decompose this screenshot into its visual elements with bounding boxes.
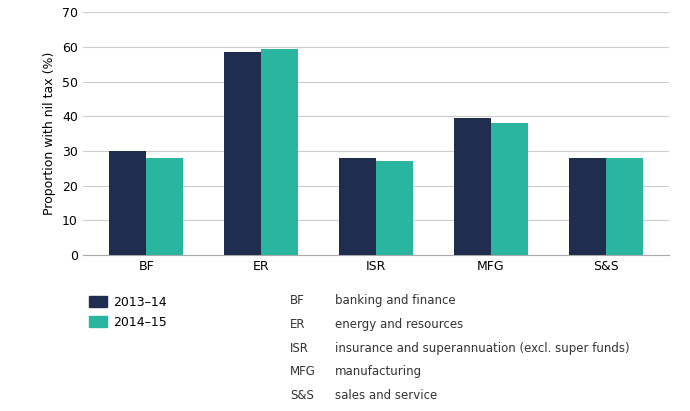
Text: ISR: ISR [290,342,308,355]
Text: BF: BF [290,294,304,307]
Text: manufacturing: manufacturing [335,365,422,379]
Text: insurance and superannuation (excl. super funds): insurance and superannuation (excl. supe… [335,342,629,355]
Legend: 2013–14, 2014–15: 2013–14, 2014–15 [89,296,166,329]
Bar [376,161,413,255]
Text: ER: ER [290,318,305,331]
Bar [606,158,642,255]
Y-axis label: Proportion with nil tax (%): Proportion with nil tax (%) [43,52,57,215]
Text: energy and resources: energy and resources [335,318,463,331]
Bar [261,49,298,255]
Text: MFG: MFG [290,365,316,379]
Text: banking and finance: banking and finance [335,294,455,307]
Text: sales and service: sales and service [335,389,437,402]
Text: S&S: S&S [290,389,314,402]
Bar [339,158,376,255]
Bar [454,118,491,255]
Bar [110,151,146,255]
Bar [146,158,183,255]
Bar [224,52,261,255]
Bar [491,123,528,255]
Bar [569,158,606,255]
